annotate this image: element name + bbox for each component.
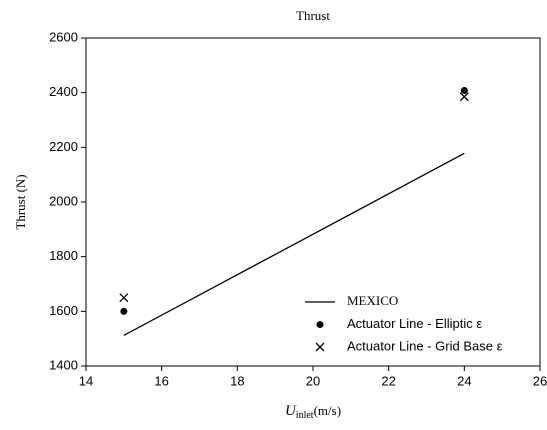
legend-label: Actuator Line - Elliptic ε (347, 316, 482, 331)
y-tick-label: 1800 (49, 248, 78, 263)
x-axis-label: Uinlet(m/s) (285, 403, 341, 421)
x-label-subscript: inlet (296, 410, 314, 421)
data-point (120, 307, 128, 315)
y-tick-label: 1600 (49, 303, 78, 318)
x-tick-label: 26 (533, 373, 547, 388)
y-tick-label: 2600 (49, 29, 78, 44)
data-point (460, 86, 468, 94)
y-tick-label: 2400 (49, 84, 78, 99)
x-tick-label: 24 (457, 373, 471, 388)
data-point (119, 293, 129, 303)
x-label-unit: (m/s) (314, 403, 341, 418)
legend-swatch (316, 321, 324, 328)
x-tick-label: 18 (230, 373, 244, 388)
legend-label: Actuator Line - Grid Base ε (347, 338, 503, 353)
y-tick-label: 1400 (49, 357, 78, 372)
x-tick-label: 22 (381, 373, 395, 388)
x-tick-label: 20 (306, 373, 320, 388)
x-tick-label: 16 (154, 373, 168, 388)
y-axis-label: Thrust (N) (13, 174, 28, 229)
x-label-symbol: U (285, 403, 297, 419)
legend-swatch (315, 342, 325, 352)
y-tick-label: 2000 (49, 193, 78, 208)
legend-label: MEXICO (347, 293, 398, 308)
data-point (459, 92, 469, 102)
x-tick-label: 14 (79, 373, 93, 388)
y-tick-label: 2200 (49, 139, 78, 154)
data-line (123, 152, 465, 336)
chart-title: Thrust (296, 8, 330, 23)
